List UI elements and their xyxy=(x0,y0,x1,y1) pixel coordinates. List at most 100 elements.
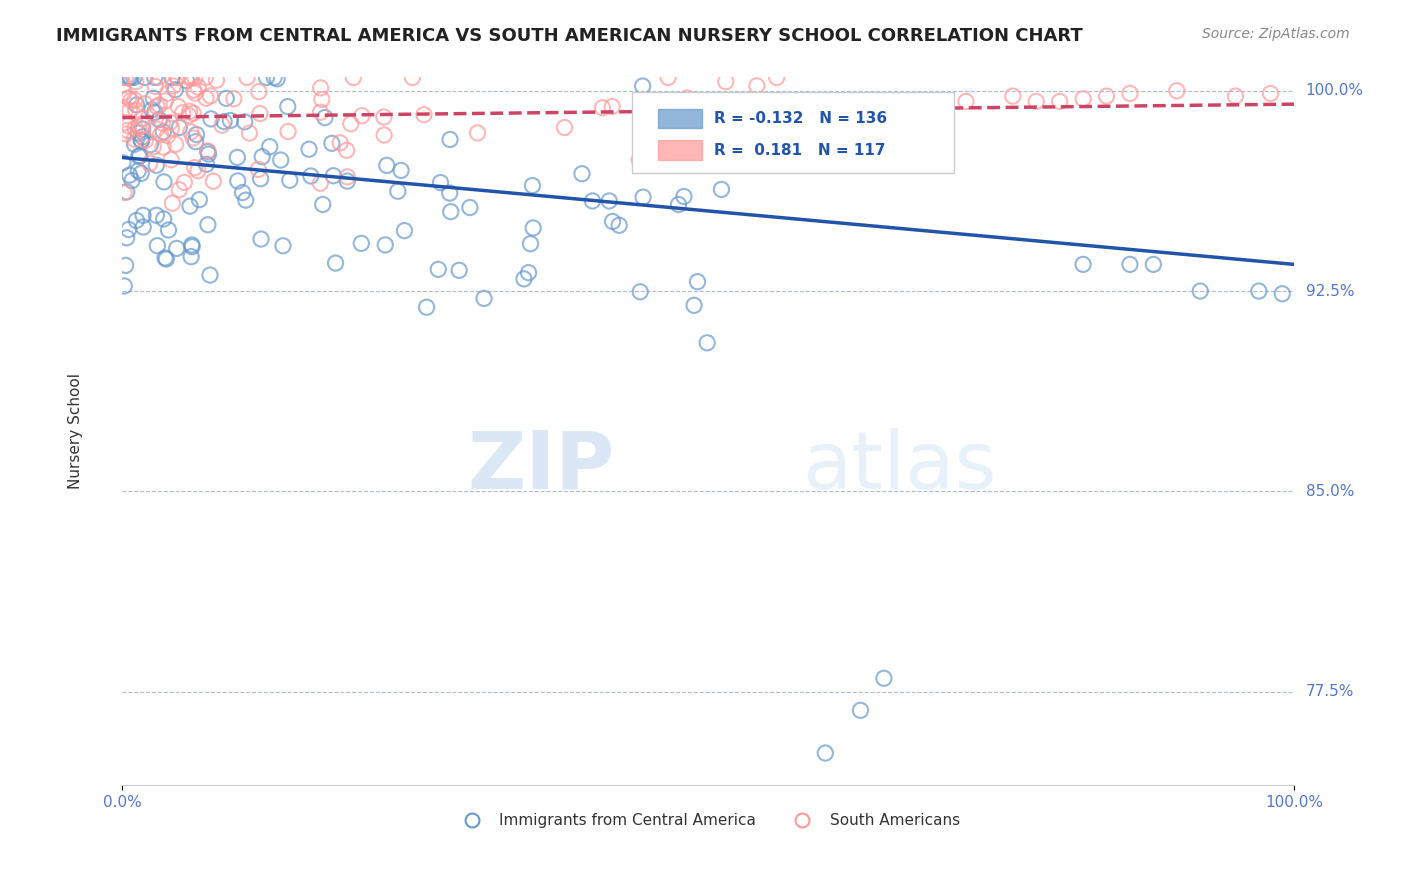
Point xyxy=(259,139,281,153)
Point xyxy=(628,285,651,299)
Point xyxy=(117,119,139,133)
Point xyxy=(278,173,301,187)
Point xyxy=(146,99,169,113)
Point xyxy=(325,256,347,270)
Point xyxy=(128,149,150,163)
Point xyxy=(277,124,299,138)
Point xyxy=(250,150,273,164)
Point xyxy=(202,174,225,188)
Point xyxy=(553,120,575,135)
Point xyxy=(148,98,170,112)
Point xyxy=(180,238,202,252)
Text: Nursery School: Nursery School xyxy=(67,373,83,490)
Point xyxy=(142,140,165,154)
Point xyxy=(195,91,218,105)
Point xyxy=(238,126,260,140)
Point xyxy=(112,279,135,293)
Point xyxy=(212,114,235,128)
Point xyxy=(118,70,141,85)
Point xyxy=(127,126,149,140)
Point xyxy=(266,71,288,86)
Point xyxy=(519,236,541,251)
Point xyxy=(873,671,896,685)
Point xyxy=(429,176,451,190)
Point xyxy=(132,208,155,222)
Point xyxy=(513,272,536,286)
Point xyxy=(1001,89,1024,103)
Point xyxy=(148,112,170,127)
Point xyxy=(127,164,149,178)
Point xyxy=(321,136,343,151)
Text: 85.0%: 85.0% xyxy=(1306,483,1354,499)
Point xyxy=(166,70,188,85)
Point xyxy=(1142,257,1164,271)
Point xyxy=(211,118,233,132)
Point xyxy=(184,135,207,149)
Point xyxy=(638,142,661,156)
Point xyxy=(150,116,173,130)
Point xyxy=(124,137,146,152)
Point xyxy=(1225,89,1247,103)
Point xyxy=(598,194,620,208)
Point xyxy=(467,126,489,140)
Point xyxy=(181,240,204,254)
Text: atlas: atlas xyxy=(801,427,997,506)
Point xyxy=(122,70,145,85)
Point xyxy=(145,158,167,172)
Point xyxy=(112,186,135,200)
Point xyxy=(115,185,138,199)
Point xyxy=(180,125,202,139)
Point xyxy=(215,91,238,105)
Point xyxy=(232,186,254,200)
Point xyxy=(131,118,153,132)
Point xyxy=(314,111,336,125)
Point xyxy=(342,70,364,85)
Text: R =  0.181   N = 117: R = 0.181 N = 117 xyxy=(714,143,886,158)
Point xyxy=(415,300,437,314)
Point xyxy=(631,190,654,204)
Legend: Immigrants from Central America, South Americans: Immigrants from Central America, South A… xyxy=(450,807,966,834)
Point xyxy=(129,166,152,180)
Point xyxy=(249,171,271,186)
Point xyxy=(1119,257,1142,271)
Point xyxy=(1271,286,1294,301)
Point xyxy=(141,103,163,117)
Point xyxy=(226,174,249,188)
Point xyxy=(114,259,136,273)
Point xyxy=(181,131,204,145)
Point xyxy=(128,120,150,134)
Point xyxy=(270,153,292,167)
Point xyxy=(152,211,174,226)
Point xyxy=(678,118,700,132)
Point xyxy=(439,186,461,200)
Point xyxy=(162,196,184,211)
Point xyxy=(710,182,733,196)
Point xyxy=(117,91,139,105)
Point xyxy=(197,144,219,158)
Point xyxy=(602,214,624,228)
Point xyxy=(311,92,333,106)
Point xyxy=(179,199,201,213)
Point xyxy=(263,70,285,85)
Point xyxy=(149,128,172,142)
Point xyxy=(849,703,872,717)
Point xyxy=(131,134,153,148)
Point xyxy=(114,103,136,117)
Point xyxy=(401,70,423,85)
Point xyxy=(177,108,200,122)
Point xyxy=(187,163,209,178)
Point xyxy=(714,74,737,88)
Point xyxy=(118,168,141,182)
Point xyxy=(142,91,165,105)
Point xyxy=(177,70,200,85)
Point xyxy=(124,93,146,107)
Point xyxy=(112,86,135,100)
Point xyxy=(250,232,273,246)
Point xyxy=(167,183,190,197)
Point xyxy=(197,218,219,232)
Point xyxy=(322,169,344,183)
Point xyxy=(676,91,699,105)
Text: Source: ZipAtlas.com: Source: ZipAtlas.com xyxy=(1202,27,1350,41)
Point xyxy=(683,100,706,114)
Point xyxy=(1095,89,1118,103)
